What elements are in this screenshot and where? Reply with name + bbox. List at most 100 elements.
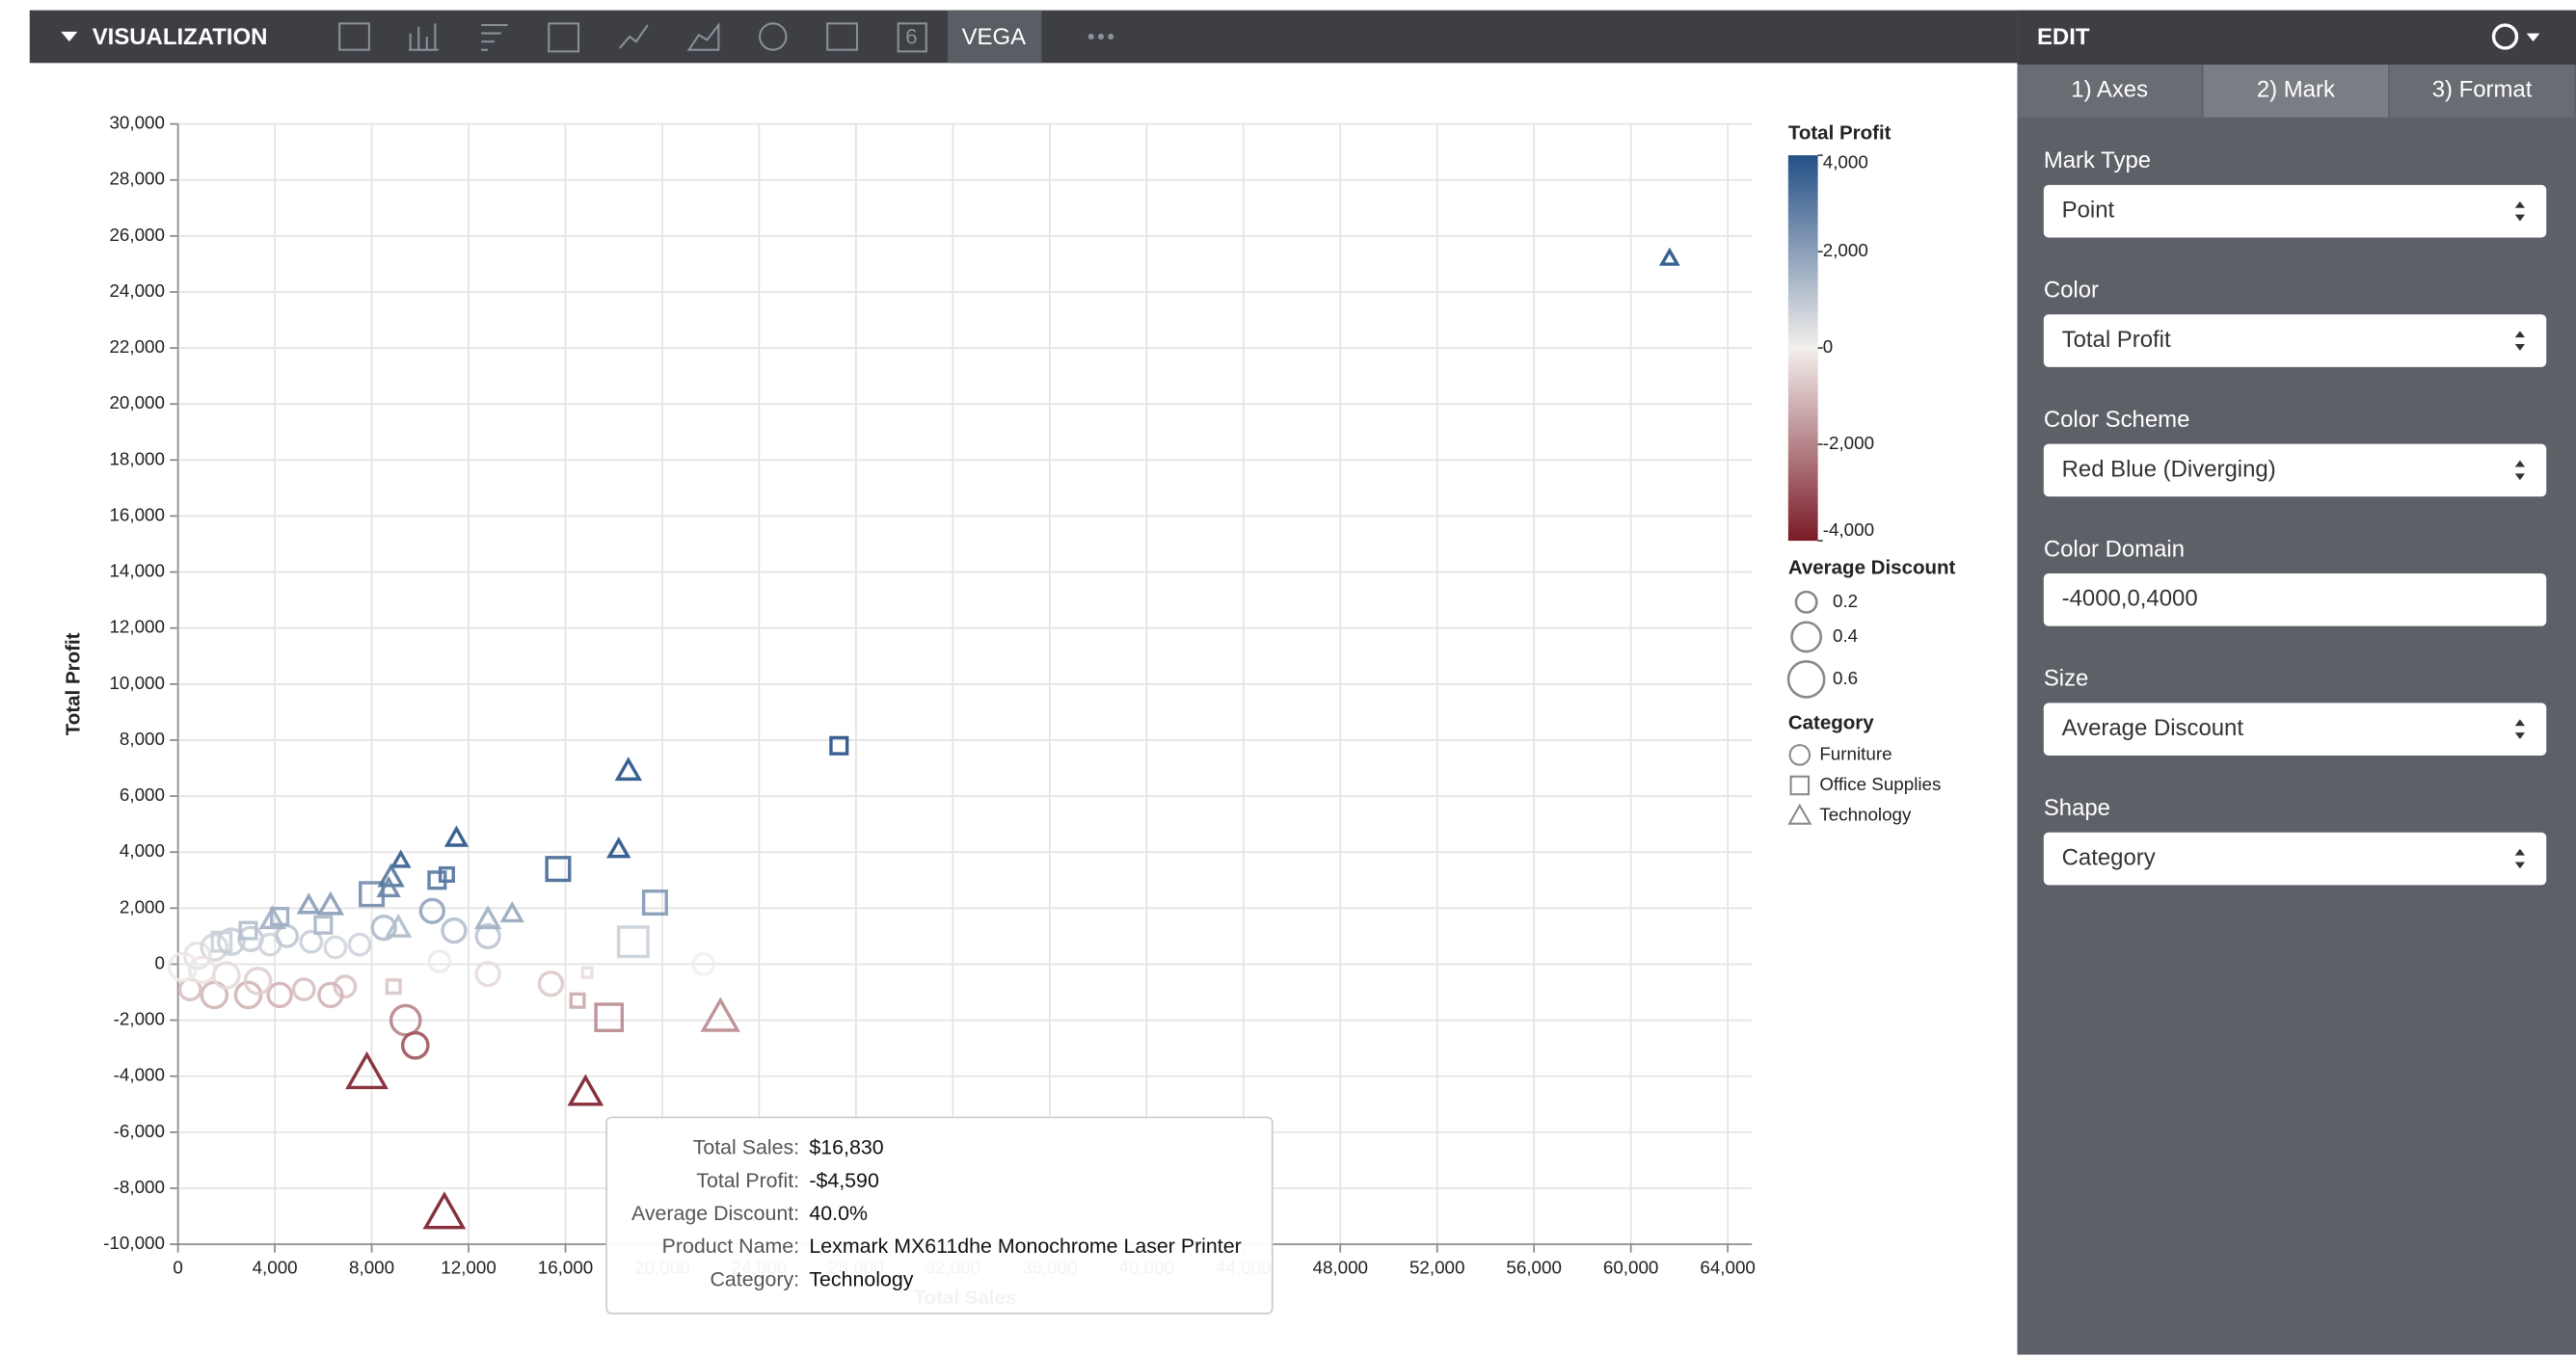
bar-icon[interactable] — [481, 23, 508, 51]
point — [594, 1002, 625, 1033]
point — [370, 915, 397, 942]
point — [427, 949, 452, 973]
field-label: Size — [2044, 666, 2089, 692]
dropdown-arrow[interactable] — [2514, 460, 2526, 481]
size-label: 0.2 — [1833, 591, 1858, 611]
point — [499, 900, 524, 923]
tab[interactable] — [2389, 65, 2575, 118]
tooltip-key: Total Sales: — [693, 1136, 799, 1159]
settings-gear[interactable] — [2491, 23, 2540, 50]
size-label: 0.6 — [1833, 668, 1858, 688]
x-tick-label: 4,000 — [253, 1258, 298, 1278]
y-tick-label: 18,000 — [109, 448, 165, 468]
point — [243, 967, 273, 996]
y-tick-label: 30,000 — [109, 113, 165, 133]
point — [567, 1074, 604, 1106]
viz-icons — [338, 22, 927, 53]
edit-fields: 1) Axes 2) Mark 3) Format Mark Type Point Col… — [2017, 65, 2575, 886]
tooltip-key: Total Profit: — [696, 1169, 799, 1192]
field-input[interactable] — [2043, 703, 2547, 757]
field-value[interactable]: -4000,0,4000 — [2062, 586, 2198, 612]
pie-icon[interactable] — [759, 22, 788, 51]
tooltip-value: -$4,590 — [809, 1169, 879, 1192]
x-tick-label: 64,000 — [1700, 1258, 1756, 1278]
point — [691, 952, 716, 976]
legend-symbol — [1787, 803, 1812, 825]
point — [299, 929, 324, 954]
field-value[interactable]: Category — [2062, 844, 2156, 870]
field-value[interactable]: Average Discount — [2062, 715, 2244, 741]
field-value[interactable]: Point — [2062, 198, 2115, 224]
tooltip-key: Product Name: — [662, 1235, 799, 1258]
y-tick-label: -2,000 — [114, 1009, 165, 1029]
active-tab-bg[interactable] — [947, 10, 1042, 64]
shape-legend-title: Category — [1788, 711, 1874, 733]
dropdown-arrow[interactable] — [2514, 848, 2526, 869]
column-icon[interactable] — [408, 23, 439, 51]
more-menu[interactable] — [1087, 33, 1114, 40]
point — [606, 837, 631, 859]
active-tab[interactable]: VEGA — [962, 24, 1027, 50]
collapse-arrow[interactable] — [61, 31, 78, 42]
point — [233, 980, 263, 1010]
point — [614, 757, 642, 782]
point — [296, 892, 321, 915]
size-symbol — [1790, 621, 1823, 653]
y-tick-label: 26,000 — [109, 225, 165, 245]
field-value[interactable]: Total Profit — [2062, 327, 2171, 353]
tooltip-value: Technology — [809, 1267, 913, 1290]
y-tick-label: 24,000 — [109, 280, 165, 301]
field-label: Shape — [2044, 795, 2110, 821]
color-legend-title: Total Profit — [1788, 121, 1892, 144]
y-tick-label: 2,000 — [120, 896, 165, 917]
point — [217, 927, 246, 957]
point — [238, 920, 258, 941]
field-input[interactable] — [2043, 314, 2547, 367]
point — [616, 925, 650, 959]
size-symbol — [1794, 590, 1818, 614]
color-tick-label: -2,000 — [1823, 433, 1874, 453]
point — [333, 974, 358, 999]
scatter-icon[interactable] — [548, 22, 580, 53]
tab-label[interactable]: 1) Axes — [2071, 77, 2148, 103]
table-icon[interactable] — [338, 22, 370, 51]
field-value[interactable]: Red Blue (Diverging) — [2062, 456, 2276, 482]
size-symbol — [1786, 660, 1826, 699]
field-input[interactable] — [2043, 572, 2547, 626]
point — [400, 1030, 430, 1060]
point — [474, 922, 501, 950]
field-input[interactable] — [2043, 184, 2547, 238]
tab[interactable] — [2203, 65, 2389, 118]
point — [385, 978, 402, 996]
dropdown-arrow[interactable] — [2514, 719, 2526, 739]
tab-label[interactable]: 3) Format — [2432, 77, 2533, 103]
x-tick-label: 0 — [173, 1258, 182, 1278]
x-tick-label: 56,000 — [1506, 1258, 1562, 1278]
point — [317, 981, 344, 1009]
x-tick-label: 52,000 — [1409, 1258, 1465, 1278]
point — [473, 905, 502, 930]
single-value-icon[interactable] — [897, 22, 927, 53]
point — [569, 992, 586, 1009]
point — [443, 825, 470, 847]
point — [418, 897, 446, 924]
color-tick-label: 4,000 — [1823, 152, 1868, 173]
tab[interactable] — [2017, 65, 2202, 118]
map-icon[interactable] — [826, 22, 858, 51]
point — [700, 996, 740, 1032]
y-tick-label: -4,000 — [114, 1065, 165, 1085]
point — [427, 870, 447, 890]
legend-label: Furniture — [1819, 743, 1892, 763]
single-value-label[interactable]: 6 — [905, 25, 917, 49]
point — [422, 1191, 467, 1230]
dropdown-arrow[interactable] — [2514, 200, 2526, 222]
point — [316, 890, 345, 916]
tab-label[interactable]: 2) Mark — [2257, 77, 2335, 103]
area-icon[interactable] — [686, 22, 720, 51]
line-icon[interactable] — [619, 24, 649, 49]
y-tick-label: -6,000 — [114, 1121, 165, 1141]
field-input[interactable] — [2043, 832, 2547, 886]
dropdown-arrow[interactable] — [2514, 331, 2526, 351]
point — [545, 856, 572, 883]
field-input[interactable] — [2043, 443, 2547, 497]
